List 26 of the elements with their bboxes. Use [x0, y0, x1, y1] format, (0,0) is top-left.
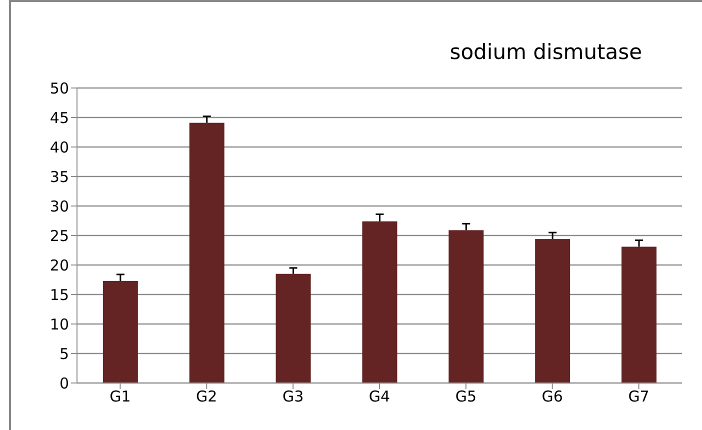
y-tick-label: 15: [50, 286, 69, 304]
x-tick-label: G1: [110, 388, 131, 406]
y-tick-label: 20: [50, 256, 69, 274]
y-tick-label: 25: [50, 226, 69, 245]
y-tick-label: 5: [59, 344, 69, 363]
bar: [102, 280, 138, 383]
y-tick-label: 35: [50, 168, 69, 186]
bar: [276, 274, 311, 383]
x-tick-label: G4: [368, 388, 390, 406]
bar: [448, 230, 484, 383]
x-tick-label: G7: [628, 388, 650, 406]
y-tick-label: 30: [50, 197, 69, 216]
y-tick-label: 50: [50, 79, 69, 98]
bar: [622, 246, 656, 383]
bar: [535, 239, 570, 383]
bar: [362, 221, 398, 383]
x-tick-label: G6: [542, 388, 563, 406]
x-tick-label: G5: [455, 388, 477, 406]
y-tick-label: 0: [59, 374, 69, 392]
bar: [189, 122, 224, 383]
y-tick-label: 45: [50, 108, 69, 127]
y-tick-label: 40: [50, 138, 69, 156]
y-tick-label: 10: [50, 315, 69, 334]
x-tick-label: G3: [282, 388, 304, 406]
x-tick-label: G2: [196, 388, 218, 406]
chart-title: sodium dismutase: [450, 40, 642, 64]
